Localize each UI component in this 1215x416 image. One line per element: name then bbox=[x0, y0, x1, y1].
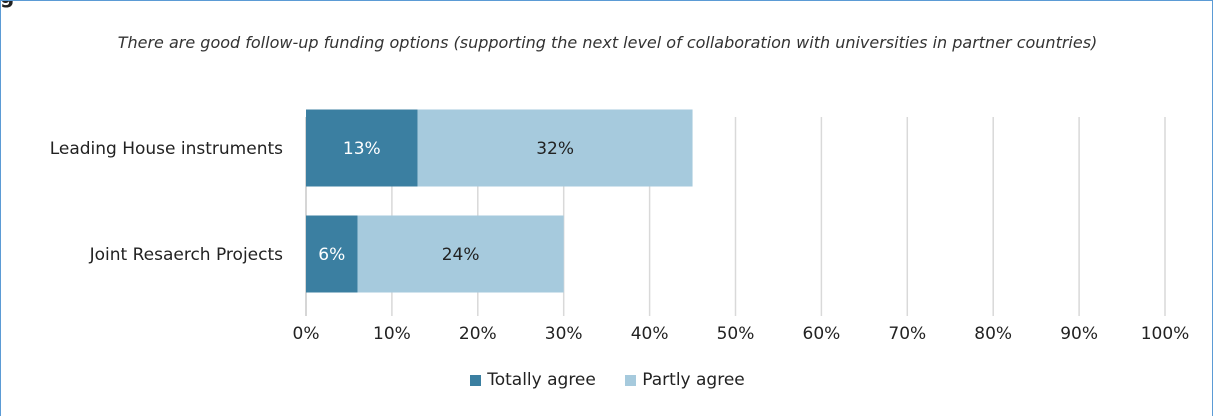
bar-totally-agree bbox=[306, 109, 418, 187]
bar-partly-agree bbox=[357, 215, 564, 293]
x-tick-label: 10% bbox=[373, 324, 411, 344]
section-heading: g bbox=[0, 0, 14, 8]
data-label: 24% bbox=[442, 245, 480, 265]
data-label: 13% bbox=[343, 139, 381, 159]
data-label: 32% bbox=[536, 139, 574, 159]
x-tick-label: 70% bbox=[888, 324, 926, 344]
x-tick-label: 100% bbox=[1141, 324, 1190, 344]
x-tick-label: 30% bbox=[545, 324, 583, 344]
legend-label-totally-agree: Totally agree bbox=[487, 370, 596, 390]
x-tick-label: 90% bbox=[1060, 324, 1098, 344]
x-tick-label: 80% bbox=[974, 324, 1012, 344]
x-tick-label: 50% bbox=[717, 324, 755, 344]
data-label: 6% bbox=[318, 245, 345, 265]
x-tick-label: 0% bbox=[293, 324, 320, 344]
chart-title: There are good follow-up funding options… bbox=[117, 33, 1098, 52]
x-tick-label: 20% bbox=[459, 324, 497, 344]
category-label: Leading House instruments bbox=[50, 139, 283, 159]
legend-label-partly-agree: Partly agree bbox=[642, 370, 745, 390]
x-tick-label: 60% bbox=[803, 324, 841, 344]
legend-swatch-partly-agree bbox=[625, 374, 637, 386]
x-tick-label: 40% bbox=[631, 324, 669, 344]
bar-partly-agree bbox=[417, 109, 693, 187]
legend-item-partly-agree: Partly agree bbox=[625, 370, 745, 390]
legend-item-totally-agree: Totally agree bbox=[470, 370, 596, 390]
legend-swatch-totally-agree bbox=[470, 374, 482, 386]
category-label: Joint Resaerch Projects bbox=[89, 245, 284, 265]
chart-legend: Totally agree Partly agree bbox=[0, 370, 1215, 391]
bar-totally-agree bbox=[306, 215, 358, 293]
